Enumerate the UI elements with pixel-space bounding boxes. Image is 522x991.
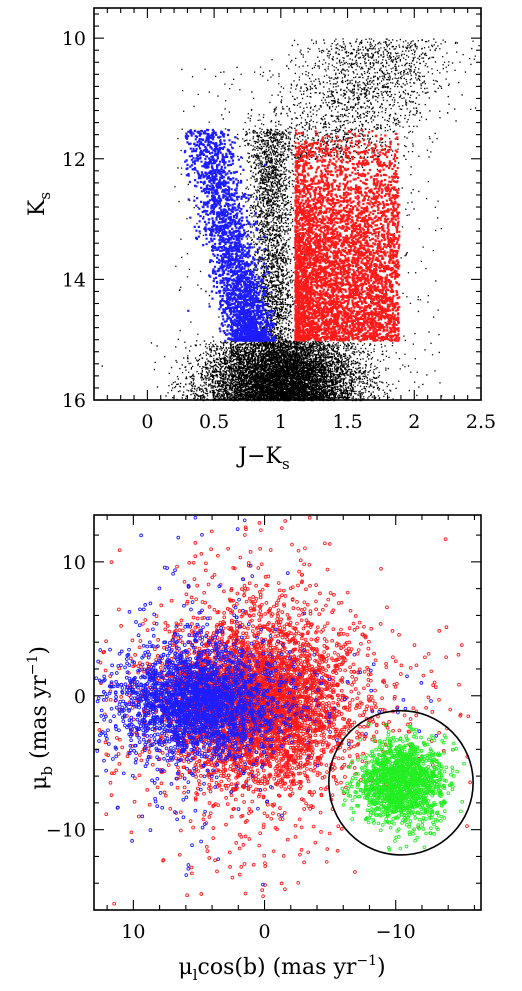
pm-y-tick-label: −10 xyxy=(46,820,86,842)
pm-green-stars xyxy=(340,722,466,852)
cmd-x-tick-label: 1 xyxy=(275,411,287,433)
cmd-blue-stars-marks xyxy=(183,128,276,342)
cmd-plot-frame xyxy=(93,7,482,401)
pm-y-tick-label: 10 xyxy=(62,552,86,574)
pm-y-axis-label: μb (mas yr−1) xyxy=(25,646,56,790)
cmd-x-axis-label: J−Ks xyxy=(236,444,289,473)
pm-points xyxy=(94,515,472,906)
pm-x-tick-label: 10 xyxy=(121,921,145,943)
cmd-red-stars-marks xyxy=(294,129,401,342)
cmd-x-tick-label: 0.5 xyxy=(199,411,229,433)
cmd-x-tick-label: 2 xyxy=(408,411,420,433)
pm-blue-stars-marks xyxy=(94,515,439,887)
pm-x-tick-label: 0 xyxy=(258,921,270,943)
pm-y-tick-label: 0 xyxy=(74,686,86,708)
cmd-field-stars xyxy=(101,38,480,402)
proper-motion-panel: 10 0 −10 10 0 −10 μlcos(b) (mas yr−1) μb (mas… xyxy=(25,514,482,984)
pm-x-axis-label: μlcos(b) (mas yr−1) xyxy=(178,953,385,984)
cmd-y-tick-label: 12 xyxy=(62,149,86,171)
cmd-blue-stars xyxy=(183,128,276,342)
cmd-y-tick-label: 10 xyxy=(62,28,86,50)
pm-plot-frame xyxy=(93,514,482,911)
cmd-y-tick-label: 16 xyxy=(62,390,86,412)
cmd-y-axis-label: Ks xyxy=(25,192,54,216)
cmd-x-tick-label: 2.5 xyxy=(466,411,496,433)
cmd-panel: 0 0.5 1 1.5 2 2.5 10 12 14 16 J−Ks Ks xyxy=(25,7,496,473)
cmd-ticks: 0 0.5 1 1.5 2 2.5 10 12 14 16 xyxy=(62,8,496,433)
selection-circle xyxy=(328,709,474,856)
pm-blue-stars xyxy=(94,515,439,887)
pm-x-tick-label: −10 xyxy=(376,921,416,943)
cmd-red-stars xyxy=(294,129,401,342)
cmd-y-tick-label: 14 xyxy=(62,269,86,291)
pm-ticks: 10 0 −10 10 0 −10 xyxy=(46,515,481,943)
cmd-points xyxy=(101,38,480,402)
cmd-x-tick-label: 0 xyxy=(141,411,153,433)
pm-green-stars-marks xyxy=(340,722,466,852)
cmd-x-tick-label: 1.5 xyxy=(332,411,362,433)
cmd-field-stars-marks xyxy=(101,38,480,402)
